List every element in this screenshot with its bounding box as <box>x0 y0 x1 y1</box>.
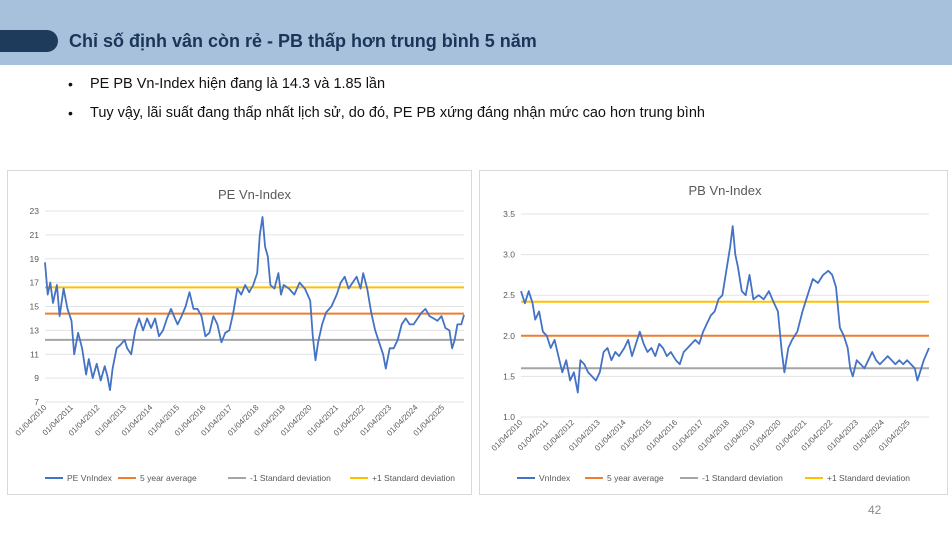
chart-title: PE Vn-Index <box>218 187 291 202</box>
legend-label: -1 Standard deviation <box>250 473 331 483</box>
legend-label: +1 Standard deviation <box>827 473 910 483</box>
header-accent-tab <box>0 30 58 52</box>
legend-label: VnIndex <box>539 473 571 483</box>
header-bar: Chỉ số định vân còn rẻ - PB thấp hơn tru… <box>0 0 952 65</box>
y-tick-label: 3.5 <box>503 209 515 219</box>
y-tick-label: 13 <box>30 325 40 335</box>
legend-label: 5 year average <box>140 473 197 483</box>
bullet-item: Tuy vậy, lãi suất đang thấp nhất lịch sử… <box>66 104 705 133</box>
y-tick-label: 19 <box>30 254 40 264</box>
y-tick-label: 2.0 <box>503 331 515 341</box>
y-tick-label: 3.0 <box>503 250 515 260</box>
y-tick-label: 23 <box>30 206 40 216</box>
series-line <box>520 225 930 394</box>
y-tick-label: 15 <box>30 302 40 312</box>
legend-label: 5 year average <box>607 473 664 483</box>
series-line <box>44 216 465 391</box>
y-tick-label: 1.5 <box>503 371 515 381</box>
y-tick-label: 7 <box>34 397 39 407</box>
legend-label: +1 Standard deviation <box>372 473 455 483</box>
page-number: 42 <box>868 503 882 517</box>
legend-label: PE VnIndex <box>67 473 113 483</box>
bullet-item: PE PB Vn-Index hiện đang là 14.3 và 1.85… <box>66 75 705 104</box>
bullet-list: PE PB Vn-Index hiện đang là 14.3 và 1.85… <box>66 75 705 133</box>
legend-label: -1 Standard deviation <box>702 473 783 483</box>
y-tick-label: 2.5 <box>503 290 515 300</box>
chart-title: PB Vn-Index <box>689 183 762 198</box>
y-tick-label: 21 <box>30 230 40 240</box>
y-tick-label: 11 <box>30 349 39 359</box>
page-title: Chỉ số định vân còn rẻ - PB thấp hơn tru… <box>69 31 537 51</box>
pb-chart-panel: PB Vn-Index 1.0 1.5 2.0 2.5 3.0 3.5 01/04/2010 0… <box>479 170 948 495</box>
y-tick-label: 1.0 <box>503 412 515 422</box>
y-tick-label: 17 <box>30 278 40 288</box>
pe-chart-panel: PE Vn-Index 7 9 11 13 15 17 19 21 23 01/04/2010 01/… <box>7 170 472 495</box>
y-tick-label: 9 <box>34 373 39 383</box>
pe-chart: PE Vn-Index791113151719212301/04/201001/… <box>14 187 465 483</box>
pb-chart: PB Vn-Index1.01.52.02.53.03.501/04/20100… <box>490 183 930 483</box>
